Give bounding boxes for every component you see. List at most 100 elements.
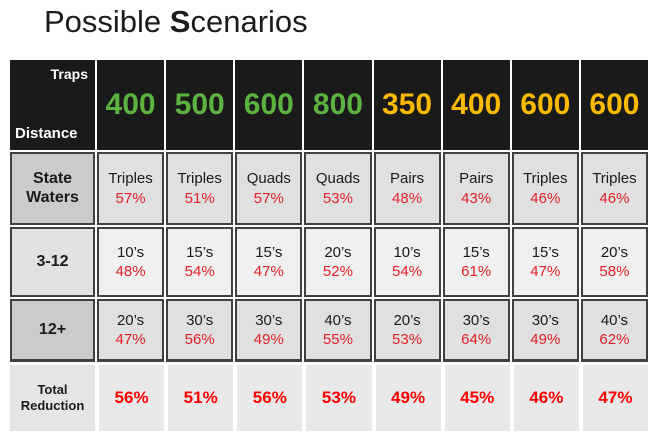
table-cell: Quads 53%	[304, 152, 372, 225]
config-value: 20’s	[324, 243, 352, 261]
scenario-table: Traps Distance 400 500 600 800 350 400 6…	[10, 60, 648, 362]
total-reduction-row: Total Reduction 56% 51% 56% 53% 49% 45% …	[10, 365, 648, 431]
table-cell: 40’s 55%	[304, 299, 372, 362]
pct-value: 62%	[599, 331, 630, 348]
total-value: 46%	[513, 365, 579, 431]
pct-value: 48%	[115, 263, 146, 280]
pct-value: 53%	[322, 189, 353, 207]
pct-value: 58%	[599, 263, 630, 280]
config-value: Triples	[177, 170, 222, 187]
table-cell: 10’s 54%	[373, 227, 441, 297]
table-cell: Quads 57%	[235, 152, 303, 225]
config-value: 30’s	[531, 311, 559, 329]
pct-value: 54%	[392, 263, 423, 280]
config-value: Pairs	[389, 170, 425, 187]
total-value: 45%	[444, 365, 510, 431]
table-cell: Pairs 43%	[442, 152, 510, 225]
config-value: Quads	[315, 170, 361, 187]
table-cell: Triples 46%	[511, 152, 579, 225]
config-value: 10’s	[116, 243, 145, 261]
table-cell: 30’s 64%	[442, 299, 510, 362]
row-label-3-12: 3-12	[10, 227, 95, 297]
config-value: 40’s	[324, 311, 352, 329]
total-reduction-label: Total Reduction	[10, 365, 95, 431]
config-value: Quads	[246, 170, 291, 187]
table-cell: 20’s 52%	[304, 227, 372, 297]
table-cell: 15’s 61%	[442, 227, 510, 297]
pct-value: 55%	[322, 331, 353, 348]
pct-value: 61%	[461, 263, 492, 280]
header-traps-cell: 600	[235, 60, 303, 150]
pct-value: 46%	[599, 189, 630, 207]
corner-traps-label: Traps	[50, 66, 88, 82]
title-part3: cenarios	[190, 4, 308, 39]
config-value: 10’s	[393, 243, 421, 261]
pct-value: 48%	[392, 189, 423, 207]
table-cell: Triples 46%	[580, 152, 648, 225]
total-value: 53%	[306, 365, 372, 431]
total-value: 47%	[582, 365, 648, 431]
pct-value: 56%	[184, 331, 215, 348]
table-cell: 15’s 47%	[235, 227, 303, 297]
pct-value: 47%	[115, 331, 146, 348]
pct-value: 49%	[530, 331, 561, 348]
table-cell: 15’s 47%	[511, 227, 579, 297]
total-value: 56%	[99, 365, 165, 431]
table-cell: 30’s 49%	[511, 299, 579, 362]
config-value: 30’s	[462, 311, 490, 329]
pct-value: 52%	[322, 263, 353, 280]
pct-value: 57%	[253, 189, 284, 207]
header-traps-cell: 800	[304, 60, 372, 150]
config-value: 15’s	[531, 243, 559, 261]
pct-value: 53%	[392, 331, 423, 348]
header-corner-cell: Traps Distance	[10, 60, 95, 150]
pct-value: 54%	[184, 263, 215, 280]
header-traps-cell: 400	[97, 60, 165, 150]
title-part1: Possible	[44, 4, 170, 39]
config-value: 20’s	[393, 311, 421, 329]
pct-value: 49%	[253, 331, 284, 348]
row-label-12-plus: 12+	[10, 299, 95, 362]
pct-value: 43%	[461, 189, 492, 207]
header-traps-cell: 400	[442, 60, 510, 150]
table-cell: 20’s 53%	[373, 299, 441, 362]
table-cell: 40’s 62%	[580, 299, 648, 362]
config-value: Triples	[108, 170, 153, 187]
table-cell: 15’s 54%	[166, 227, 234, 297]
pct-value: 57%	[115, 189, 146, 207]
header-traps-cell: 500	[166, 60, 234, 150]
table-cell: 20’s 58%	[580, 227, 648, 297]
total-value: 56%	[237, 365, 303, 431]
config-value: 15’s	[462, 243, 490, 261]
config-value: Triples	[523, 170, 568, 187]
config-value: 20’s	[116, 311, 145, 329]
pct-value: 46%	[530, 189, 561, 207]
row-label-state-waters: State Waters	[10, 152, 95, 225]
config-value: 15’s	[186, 243, 214, 261]
table-cell: Pairs 48%	[373, 152, 441, 225]
total-value: 51%	[168, 365, 234, 431]
config-value: 30’s	[255, 311, 283, 329]
header-traps-cell: 350	[373, 60, 441, 150]
title-part2-bold: S	[169, 4, 191, 39]
pct-value: 47%	[530, 263, 561, 280]
total-value: 49%	[375, 365, 441, 431]
config-value: 15’s	[255, 243, 283, 261]
table-cell: 30’s 49%	[235, 299, 303, 362]
table-cell: 20’s 47%	[97, 299, 165, 362]
pct-value: 47%	[253, 263, 284, 280]
table-cell: 10’s 48%	[97, 227, 165, 297]
slide-title: Possible Scenarios	[44, 4, 308, 40]
config-value: Triples	[592, 170, 637, 187]
table-cell: Triples 57%	[97, 152, 165, 225]
pct-value: 51%	[184, 189, 215, 207]
header-traps-cell: 600	[580, 60, 648, 150]
pct-value: 64%	[461, 331, 492, 348]
config-value: Pairs	[459, 170, 494, 187]
table-cell: Triples 51%	[166, 152, 234, 225]
config-value: 20’s	[600, 243, 629, 261]
header-traps-cell: 600	[511, 60, 579, 150]
corner-distance-label: Distance	[15, 125, 78, 142]
config-value: 40’s	[600, 311, 629, 329]
